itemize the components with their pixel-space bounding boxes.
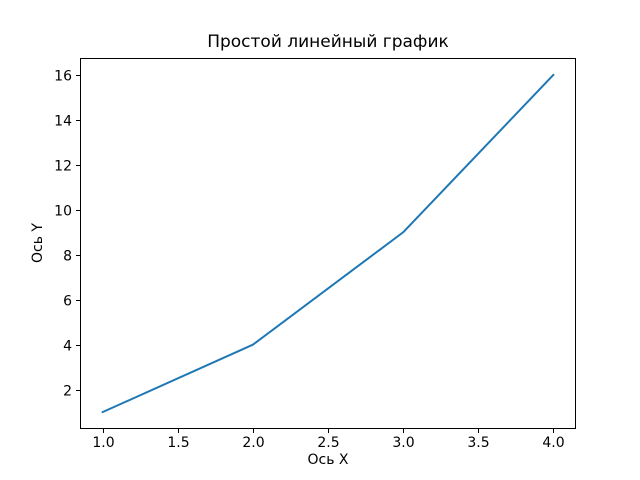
axes-frame <box>80 58 576 429</box>
x-tick-label: 2.5 <box>317 435 339 451</box>
x-tick-label: 1.0 <box>92 435 114 451</box>
x-tick-label: 3.0 <box>392 435 414 451</box>
y-tick-label: 6 <box>63 294 72 310</box>
x-tick-label: 2.0 <box>242 435 264 451</box>
x-tick-label: 4.0 <box>542 435 564 451</box>
data-series-line <box>101 73 555 414</box>
y-tick-label: 14 <box>54 114 72 130</box>
y-tick-label: 8 <box>63 249 72 265</box>
x-axis-label: Ось X <box>307 452 349 468</box>
x-tick-label: 1.5 <box>167 435 189 451</box>
y-tick-label: 4 <box>63 339 72 355</box>
chart-title: Простой линейный график <box>207 32 449 52</box>
y-tick-label: 16 <box>54 69 72 85</box>
y-tick-label: 12 <box>54 159 72 175</box>
x-tick-label: 3.5 <box>467 435 489 451</box>
y-tick-label: 10 <box>54 204 72 220</box>
y-tick-label: 2 <box>63 384 72 400</box>
